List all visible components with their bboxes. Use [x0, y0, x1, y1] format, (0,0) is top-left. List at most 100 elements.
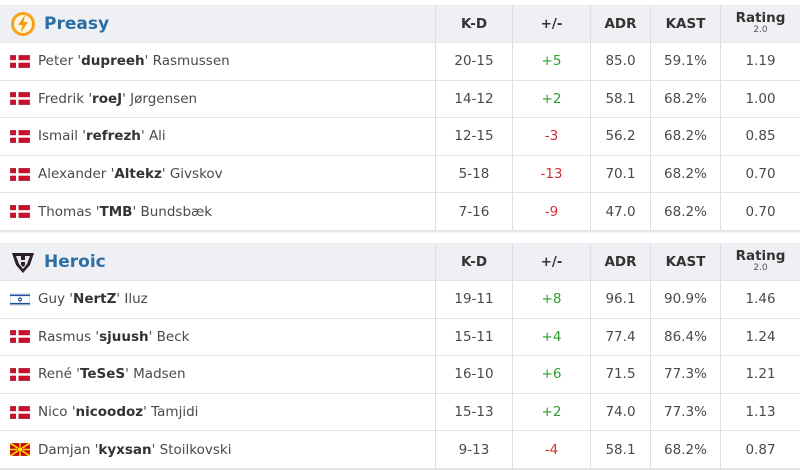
column-header: +/- — [512, 5, 590, 42]
player-row: Alexander ' Altekz ' Givskov 5-18 -13 70.1 68.… — [0, 155, 800, 194]
team-cell: Preasy — [0, 5, 435, 42]
stat-adr: 74.0 — [590, 393, 650, 431]
player-row: Guy ' NertZ ' Iluz 19-11 +8 96.1 90.9% 1.46 — [0, 281, 800, 319]
stat-rating: 0.70 — [720, 155, 800, 193]
stat-rating: 0.87 — [720, 431, 800, 468]
last-name: ' Stoilkovski — [151, 441, 232, 458]
stat-rating: 1.46 — [720, 281, 800, 318]
player-row: Ismail ' refrezh ' Ali 12-15 -3 56.2 68.2% 0.85 — [0, 118, 800, 156]
column-header: +/- — [512, 243, 590, 280]
first-name: Fredrik ' — [38, 90, 93, 107]
player-row: Thomas ' TMB ' Bundsbæk 7-16 -9 47.0 68.2% 0.70 — [0, 193, 800, 231]
flag — [10, 92, 30, 106]
player-name: Ismail ' refrezh ' Ali — [0, 118, 435, 155]
stat-diff: -13 — [512, 155, 590, 193]
stat-kast: 68.2% — [650, 193, 720, 230]
stat-rating: 1.21 — [720, 356, 800, 393]
column-header: Rating 2.0 — [720, 243, 800, 280]
stat-kast: 59.1% — [650, 43, 720, 80]
column-header: ADR — [590, 5, 650, 42]
stat-kd: 20-15 — [435, 43, 512, 80]
nickname: NertZ — [73, 291, 117, 308]
team-logo — [11, 11, 35, 36]
player-name: Nico ' nicoodoz ' Tamjidi — [0, 394, 435, 431]
column-label: Rating — [735, 9, 786, 26]
stat-adr: 58.1 — [590, 431, 650, 468]
nickname: refrezh — [85, 128, 141, 145]
column-label: +/- — [540, 15, 563, 32]
stat-rating: 0.85 — [720, 118, 800, 155]
stat-kd: 7-16 — [435, 193, 512, 230]
player-name: René ' TeSeS ' Madsen — [0, 356, 435, 393]
nickname: kyxsan — [98, 441, 152, 458]
flag — [10, 292, 30, 306]
column-label: K-D — [460, 15, 488, 32]
stat-diff: +2 — [512, 80, 590, 118]
stat-kd: 5-18 — [435, 155, 512, 193]
stat-kast: 86.4% — [650, 318, 720, 356]
column-label: ADR — [604, 15, 637, 32]
stat-kd: 15-13 — [435, 393, 512, 431]
last-name: ' Iluz — [116, 291, 148, 308]
player-name: Thomas ' TMB ' Bundsbæk — [0, 193, 435, 230]
nickname: Altekz — [114, 166, 162, 183]
player-row: René ' TeSeS ' Madsen 16-10 +6 71.5 77.3% 1.21 — [0, 356, 800, 394]
first-name: Nico ' — [38, 404, 76, 421]
column-label: ADR — [604, 253, 637, 270]
player-name: Damjan ' kyxsan ' Stoilkovski — [0, 431, 435, 468]
column-header: KAST — [650, 5, 720, 42]
column-header: Rating 2.0 — [720, 5, 800, 42]
stat-adr: 70.1 — [590, 155, 650, 193]
stat-adr: 56.2 — [590, 118, 650, 155]
stat-diff: +5 — [512, 43, 590, 80]
team-name: Preasy — [44, 13, 110, 34]
rating-version: 2.0 — [753, 24, 768, 35]
nickname: TMB — [99, 203, 133, 220]
column-header: ADR — [590, 243, 650, 280]
stat-rating: 1.13 — [720, 393, 800, 431]
nickname: dupreeh — [81, 53, 145, 70]
stat-kast: 68.2% — [650, 431, 720, 468]
player-name: Fredrik ' roeJ ' Jørgensen — [0, 81, 435, 118]
stat-adr: 47.0 — [590, 193, 650, 230]
player-row: Peter ' dupreeh ' Rasmussen 20-15 +5 85.0 59.1… — [0, 43, 800, 81]
stat-diff: -9 — [512, 193, 590, 230]
stat-kast: 68.2% — [650, 118, 720, 155]
flag — [10, 443, 30, 457]
team-name: Heroic — [44, 251, 106, 272]
stat-kd: 16-10 — [435, 356, 512, 393]
last-name: ' Tamjidi — [143, 404, 199, 421]
first-name: René ' — [38, 366, 80, 383]
last-name: ' Bundsbæk — [132, 203, 213, 220]
nickname: TeSeS — [79, 366, 126, 383]
stat-adr: 85.0 — [590, 43, 650, 80]
stat-diff: +2 — [512, 393, 590, 431]
last-name: ' Rasmussen — [144, 53, 230, 70]
stat-kd: 9-13 — [435, 431, 512, 468]
column-header: K-D — [435, 5, 512, 42]
column-header: KAST — [650, 243, 720, 280]
first-name: Guy ' — [38, 291, 74, 308]
last-name: ' Givskov — [161, 166, 223, 183]
stat-kast: 90.9% — [650, 281, 720, 318]
team-logo — [12, 252, 34, 273]
stat-adr: 77.4 — [590, 318, 650, 356]
last-name: ' Beck — [148, 328, 190, 345]
last-name: ' Jørgensen — [122, 90, 198, 107]
flag — [10, 367, 30, 381]
player-name: Rasmus ' sjuush ' Beck — [0, 319, 435, 356]
header-row: Heroic K-D +/- ADR KAST Rating 2.0 — [0, 243, 800, 281]
team-table: Heroic K-D +/- ADR KAST Rating 2.0 Guy ' NertZ ' … — [0, 243, 800, 469]
stat-kast: 68.2% — [650, 155, 720, 193]
last-name: ' Madsen — [125, 366, 186, 383]
stat-diff: +6 — [512, 356, 590, 393]
flag — [10, 330, 30, 344]
stat-kd: 15-11 — [435, 318, 512, 356]
stat-adr: 96.1 — [590, 281, 650, 318]
nickname: roeJ — [92, 90, 123, 107]
stat-kd: 12-15 — [435, 118, 512, 155]
team-table: Preasy K-D +/- ADR KAST Rating 2.0 Peter ' dupre… — [0, 5, 800, 231]
first-name: Alexander ' — [38, 166, 115, 183]
first-name: Ismail ' — [38, 128, 86, 145]
column-label: +/- — [540, 253, 563, 270]
